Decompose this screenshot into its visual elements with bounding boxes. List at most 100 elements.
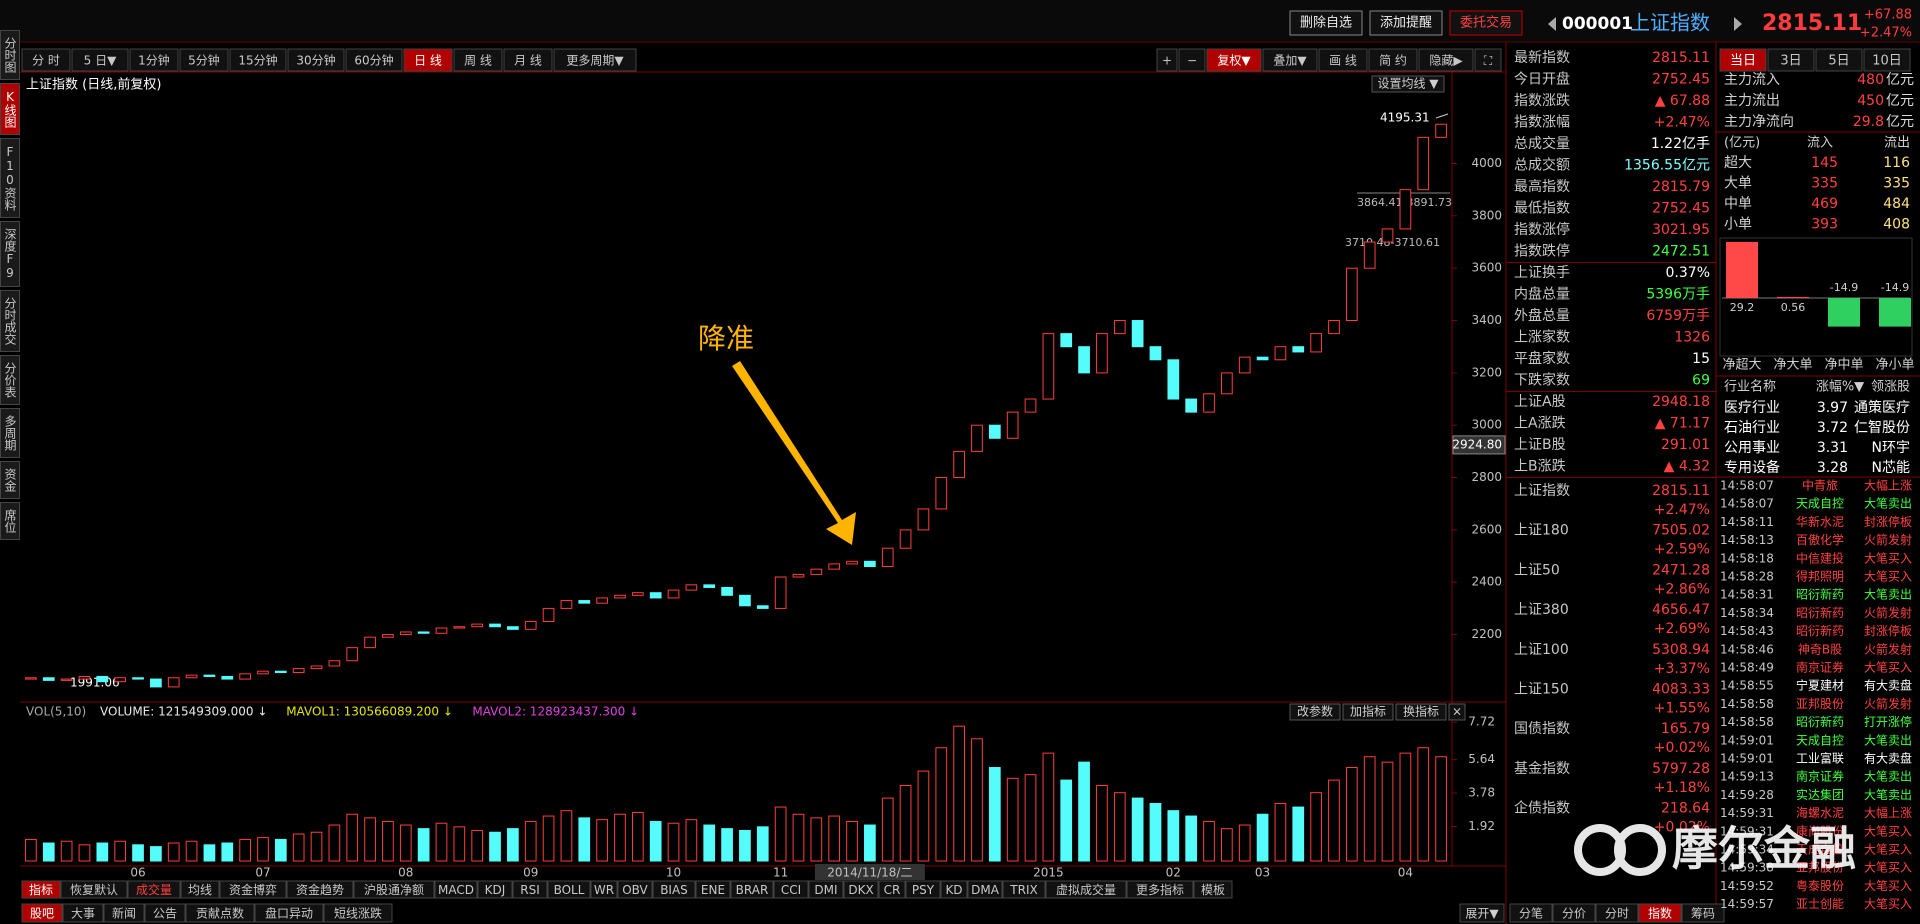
tab[interactable] (71, 48, 129, 72)
tab-label[interactable]: 大事 (71, 907, 95, 921)
tab[interactable] (323, 903, 393, 923)
tab[interactable] (21, 880, 61, 899)
tab-label[interactable]: RSI (520, 883, 540, 897)
tab[interactable] (129, 48, 179, 72)
tab-label[interactable]: 指数 (1648, 906, 1672, 921)
tool-button[interactable] (1262, 48, 1318, 72)
flow-tab[interactable] (1815, 48, 1863, 72)
tab-label[interactable]: 15分钟 (238, 53, 277, 68)
tab-label[interactable]: KD (945, 883, 962, 897)
tab-label[interactable]: DKX (848, 883, 873, 897)
expand-button[interactable] (1459, 903, 1505, 923)
side-tab[interactable]: 深度F9 (0, 221, 20, 287)
tab-label[interactable]: DMA (971, 883, 1000, 897)
tab-label[interactable]: 沪股通净额 (364, 883, 424, 897)
tab[interactable] (453, 48, 503, 72)
tab[interactable] (21, 903, 63, 923)
tab[interactable] (808, 880, 844, 899)
side-tab[interactable]: 分时图 (0, 30, 20, 80)
tab[interactable] (1552, 903, 1596, 923)
flow-tab-label[interactable]: 3日 (1780, 54, 1801, 69)
tab[interactable] (353, 880, 435, 899)
tab-label[interactable]: 均线 (188, 883, 212, 897)
tab[interactable] (1193, 880, 1233, 899)
tab[interactable] (695, 880, 731, 899)
tab-label[interactable]: 模板 (1201, 883, 1225, 897)
header-button[interactable] (1369, 10, 1443, 36)
side-tab[interactable]: F10资料 (0, 138, 20, 218)
tab-label[interactable]: 短线涨跌 (334, 906, 382, 921)
tab[interactable] (21, 48, 71, 72)
header-button-label[interactable]: 委托交易 (1460, 15, 1512, 31)
tab-label[interactable]: 新闻 (112, 906, 136, 921)
tab-label[interactable]: 5分钟 (188, 53, 220, 68)
tab[interactable] (144, 903, 186, 923)
tab-label[interactable]: 更多指标 (1136, 882, 1184, 897)
tab[interactable] (1509, 903, 1553, 923)
tab[interactable] (503, 48, 553, 72)
side-tab[interactable]: 多周期 (0, 408, 20, 458)
side-tab[interactable]: 席位 (0, 502, 20, 540)
tab-label[interactable]: PSY (912, 883, 935, 897)
tab-label[interactable]: 周 线 (464, 54, 492, 68)
tool-label[interactable]: − (1187, 54, 1197, 68)
prev-arrow[interactable] (1548, 17, 1556, 31)
tab-label[interactable]: MACD (438, 883, 474, 897)
tab[interactable] (345, 48, 403, 72)
tab-label[interactable]: 盘口异动 (265, 906, 313, 921)
tab-label[interactable]: ENE (701, 883, 725, 897)
tab[interactable] (1002, 880, 1046, 899)
tab[interactable] (617, 880, 653, 899)
flow-tab[interactable] (1767, 48, 1815, 72)
header-button[interactable] (1449, 10, 1523, 36)
tab-label[interactable]: BOLL (554, 883, 585, 897)
tab-label[interactable]: 股吧 (30, 907, 54, 921)
tab-label[interactable]: 60分钟 (354, 53, 393, 68)
tool-button[interactable] (1418, 48, 1474, 72)
volume-button-label[interactable]: 换指标 (1403, 704, 1439, 719)
tab[interactable] (127, 880, 181, 899)
volume-button[interactable] (1342, 703, 1394, 721)
tab-label[interactable]: 5 日▼ (84, 54, 117, 68)
tab-label[interactable]: CCI (781, 883, 801, 897)
side-tab[interactable]: 分时成交 (0, 290, 20, 352)
tab[interactable] (62, 903, 104, 923)
tab[interactable] (967, 880, 1003, 899)
tab[interactable] (185, 903, 255, 923)
tab[interactable] (1681, 903, 1725, 923)
tab[interactable] (403, 48, 453, 72)
tab[interactable] (287, 48, 345, 72)
tab-label[interactable]: 分笔 (1519, 906, 1543, 921)
flow-tab[interactable] (1719, 48, 1767, 72)
tab-label[interactable]: DMI (814, 883, 837, 897)
ma-button-label[interactable]: 设置均线 ▼ (1377, 77, 1439, 91)
tab[interactable] (434, 880, 478, 899)
tool-button[interactable] (1318, 48, 1368, 72)
tab[interactable] (219, 880, 287, 899)
expand-label[interactable]: 展开▼ (1465, 907, 1499, 921)
tab-label[interactable]: 虚拟成交量 (1056, 882, 1116, 897)
tab-label[interactable]: 资金趋势 (296, 882, 344, 897)
next-arrow[interactable] (1734, 17, 1742, 31)
tab[interactable] (652, 880, 696, 899)
tool-label[interactable]: 画 线 (1329, 54, 1357, 68)
tab[interactable] (590, 880, 618, 899)
tool-button[interactable] (1178, 48, 1206, 72)
tab-label[interactable]: TRIX (1009, 883, 1037, 897)
tab-label[interactable]: 资金博弈 (229, 882, 277, 897)
tab[interactable] (843, 880, 879, 899)
tool-label[interactable]: ⛶ (1483, 54, 1493, 68)
tab[interactable] (477, 880, 513, 899)
volume-button[interactable] (1395, 703, 1447, 721)
flow-tab[interactable] (1863, 48, 1911, 72)
tab-label[interactable]: OBV (622, 883, 648, 897)
tab[interactable] (254, 903, 324, 923)
volume-button-label[interactable]: 加指标 (1350, 704, 1386, 719)
header-button-label[interactable]: 添加提醒 (1380, 15, 1432, 31)
volume-button[interactable] (1289, 703, 1341, 721)
tab[interactable] (1638, 903, 1682, 923)
tab-label[interactable]: BIAS (660, 883, 688, 897)
side-tab[interactable]: 分价表 (0, 355, 20, 405)
tab-label[interactable]: KDJ (485, 883, 506, 897)
tool-button[interactable] (1156, 48, 1178, 72)
